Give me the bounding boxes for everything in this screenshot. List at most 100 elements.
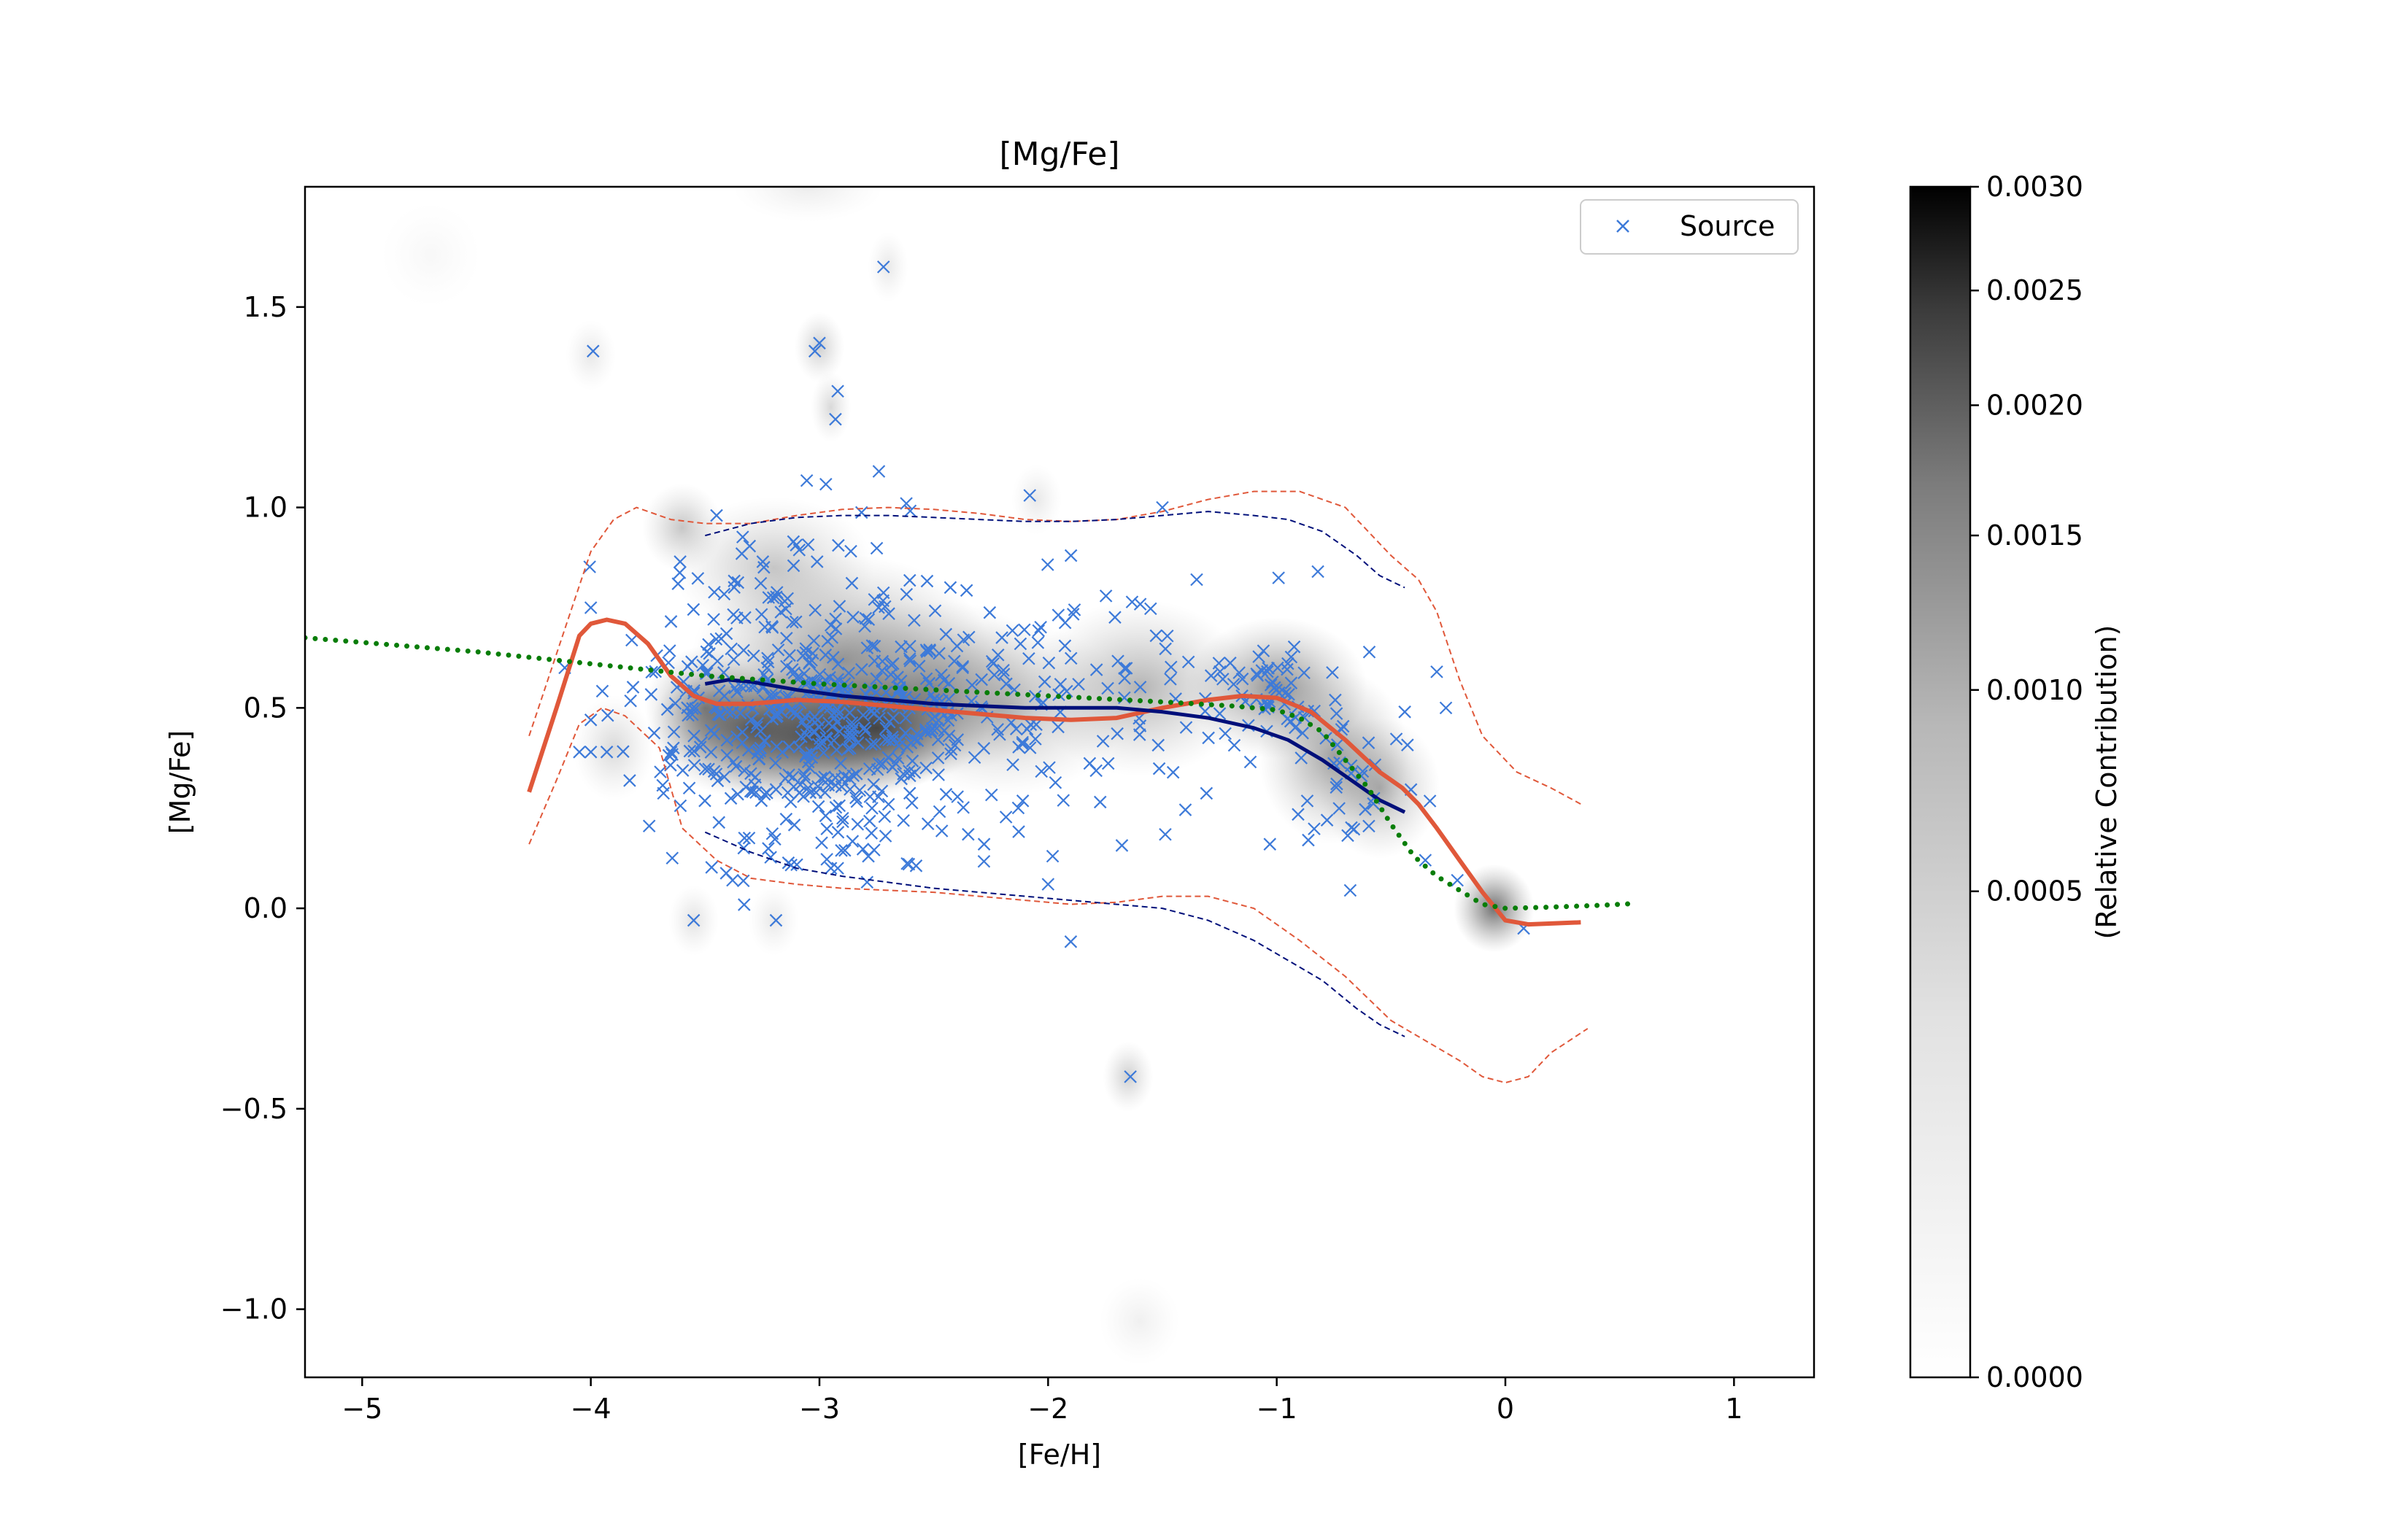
scatter-point: [1262, 662, 1275, 675]
scatter-point: [835, 844, 848, 857]
scatter-point: [891, 670, 904, 684]
scatter-point: [1330, 781, 1343, 794]
density-blob: [1319, 717, 1440, 859]
scatter-point: [795, 730, 808, 743]
scatter-point: [878, 810, 892, 824]
scatter-point: [939, 788, 953, 801]
scatter-point: [624, 694, 637, 708]
scatter-point: [1308, 704, 1321, 718]
scatter-point: [983, 606, 997, 619]
line-navy-dashed-upper: [705, 511, 1405, 589]
scatter-point: [903, 769, 916, 783]
scatter-point: [1058, 639, 1072, 653]
scatter-point: [719, 627, 733, 641]
scatter-point: [808, 726, 821, 739]
scatter-point: [803, 786, 817, 800]
scatter-point: [813, 336, 826, 350]
scatter-point: [948, 654, 961, 668]
scatter-point: [865, 639, 879, 652]
scatter-point: [674, 799, 687, 813]
density-blob: [1103, 1041, 1154, 1113]
scatter-point: [1020, 722, 1034, 736]
x-tick-label: −2: [1027, 1393, 1068, 1425]
scatter-point: [1124, 1070, 1137, 1083]
scatter-point: [682, 781, 696, 795]
scatter-point: [910, 727, 924, 740]
density-blob: [380, 201, 482, 308]
legend-marker-x-icon: [1616, 220, 1629, 233]
scatter-point: [1330, 777, 1343, 791]
scatter-point: [801, 538, 815, 552]
colorbar-tick-label: 0.0030: [1986, 171, 2083, 203]
scatter-point: [881, 797, 895, 811]
scatter-point: [1064, 549, 1078, 562]
scatter-point: [1292, 808, 1305, 821]
scatter-point: [751, 716, 764, 730]
colorbar-gradient: [1909, 185, 1972, 1379]
density-blob: [732, 187, 884, 223]
scatter-point: [1227, 678, 1240, 691]
scatter-point: [1216, 673, 1230, 686]
colorbar-tick-label: 0.0015: [1986, 519, 2083, 552]
scatter-point: [827, 706, 841, 720]
scatter-point: [664, 759, 677, 772]
scatter-point: [790, 708, 804, 721]
scatter-point: [683, 744, 697, 758]
scatter-point: [735, 547, 749, 560]
scatter-point: [702, 638, 715, 651]
scatter-point: [726, 873, 739, 887]
scatter-point: [693, 740, 707, 754]
scatter-point: [903, 654, 917, 668]
scatter-point: [583, 560, 596, 573]
scatter-point: [865, 738, 878, 751]
scatter-point: [870, 672, 883, 686]
y-tick-label: 0.5: [244, 692, 288, 724]
scatter-point: [754, 576, 768, 590]
scatter-point: [1401, 738, 1414, 751]
y-axis: −1.0 −0.5 0.0 0.5 1.0 1.5: [220, 291, 305, 1326]
scatter-point: [808, 344, 822, 358]
scatter-point: [997, 668, 1011, 681]
scatter-point: [1014, 637, 1027, 651]
scatter-point: [1064, 651, 1078, 665]
scatter-point: [800, 473, 814, 487]
scatter-point: [1439, 701, 1453, 715]
scatter-point: [960, 584, 973, 597]
scatter-point: [698, 762, 712, 775]
scatter-point: [820, 853, 833, 866]
scatter-point: [893, 681, 906, 695]
scatter-point: [933, 646, 946, 660]
scatter-point: [799, 642, 813, 655]
scatter-point: [1362, 645, 1376, 659]
scatter-point: [935, 824, 949, 837]
scatter-point: [939, 627, 953, 641]
scatter-point: [921, 817, 935, 831]
scatter-point: [786, 770, 800, 784]
scatter-point: [881, 751, 895, 765]
scatter-point: [649, 665, 662, 678]
scatter-point: [1243, 755, 1257, 769]
scatter-point: [1326, 666, 1339, 679]
scatter-point: [801, 781, 815, 794]
scatter-point: [831, 384, 844, 398]
chart-title: [Mg/Fe]: [999, 136, 1119, 173]
scatter-point: [790, 858, 803, 872]
scatter-point: [687, 913, 701, 927]
scatter-point: [573, 746, 586, 759]
scatter-point: [1032, 624, 1046, 638]
y-tick-label: 1.0: [244, 492, 288, 524]
x-tick-label: −3: [799, 1393, 840, 1425]
x-tick-label: −5: [341, 1393, 382, 1425]
scatter-point: [1329, 693, 1342, 707]
scatter-point: [1263, 837, 1277, 851]
scatter-point: [1149, 629, 1163, 643]
scatter-series-source: [558, 260, 1530, 1083]
scatter-point: [1089, 663, 1103, 676]
scatter-point: [686, 702, 699, 715]
x-tick-label: 1: [1725, 1393, 1743, 1425]
scatter-point: [730, 611, 744, 624]
colorbar-tick-label: 0.0020: [1986, 389, 2083, 421]
scatter-point: [717, 587, 731, 601]
scatter-point: [876, 260, 890, 274]
scatter-point: [1345, 821, 1358, 835]
